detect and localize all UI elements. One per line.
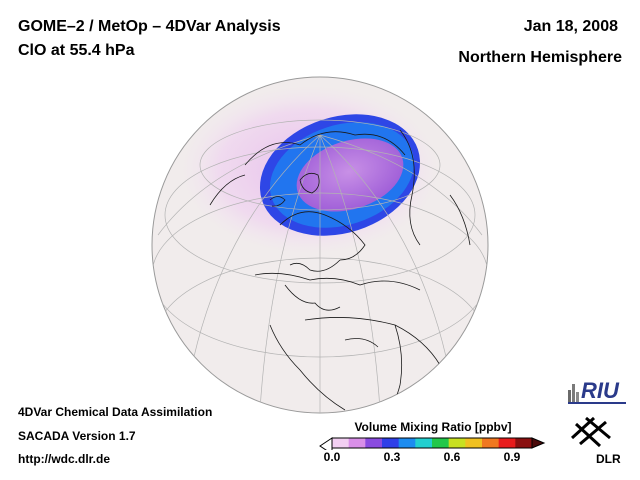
colorbar-title: Volume Mixing Ratio [ppbv] <box>354 420 511 434</box>
dlr-logo <box>570 416 611 448</box>
globe-map <box>151 76 489 414</box>
colorbar-tick-3: 0.9 <box>503 450 521 464</box>
colorbar-step <box>365 438 383 448</box>
colorbar-step <box>398 438 416 448</box>
colorbar: Volume Mixing Ratio [ppbv] <box>319 420 546 450</box>
footer-line-1: 4DVar Chemical Data Assimilation <box>18 405 213 419</box>
colorbar-steps <box>332 438 533 448</box>
colorbar-tick-2: 0.6 <box>443 450 461 464</box>
footer-line-2: SACADA Version 1.7 <box>18 429 136 443</box>
colorbar-step <box>448 438 466 448</box>
colorbar-step <box>515 438 533 448</box>
colorbar-step <box>465 438 483 448</box>
map-region: Northern Hemisphere <box>458 49 622 66</box>
riu-logo-text: RIU <box>581 378 620 403</box>
colorbar-tick-0: 0.0 <box>323 450 341 464</box>
colorbar-step <box>498 438 516 448</box>
colorbar-step <box>482 438 500 448</box>
colorbar-low-arrow <box>319 437 333 450</box>
colorbar-tick-1: 0.3 <box>383 450 401 464</box>
footer-line-3: http://wdc.dlr.de <box>18 452 110 466</box>
riu-logo: RIU <box>568 378 626 404</box>
map-subtitle: ClO at 55.4 hPa <box>18 42 135 59</box>
colorbar-step <box>382 438 400 448</box>
colorbar-step <box>415 438 433 448</box>
dlr-logo-text: DLR <box>596 452 621 466</box>
map-title: GOME–2 / MetOp – 4DVar Analysis <box>18 18 281 35</box>
colorbar-step <box>432 438 450 448</box>
map-date: Jan 18, 2008 <box>523 18 618 35</box>
coastlines <box>209 129 471 413</box>
colorbar-high-arrow <box>531 437 546 449</box>
colorbar-step <box>348 438 366 448</box>
colorbar-step <box>332 438 350 448</box>
